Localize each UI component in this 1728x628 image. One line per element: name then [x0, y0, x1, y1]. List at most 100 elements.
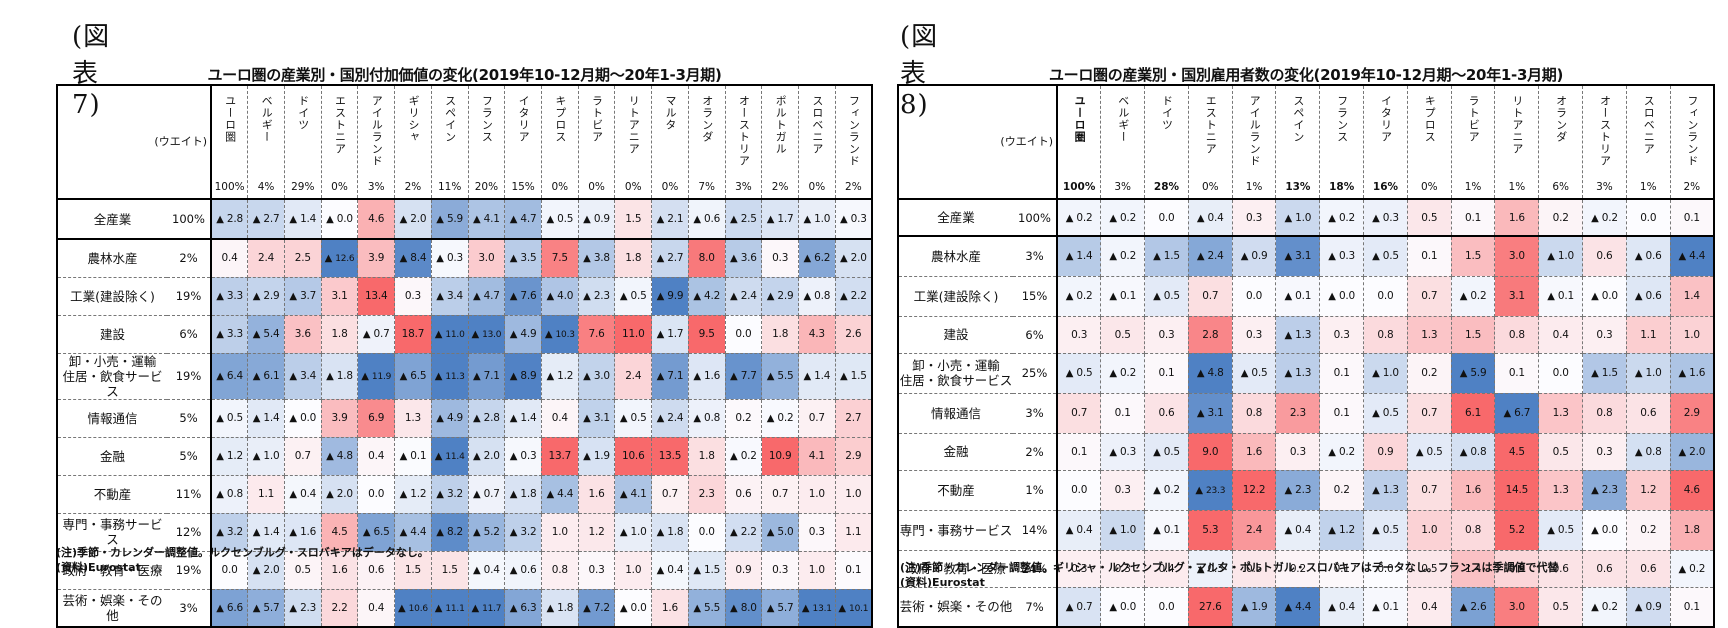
industry-label: 全産業: [898, 198, 1013, 237]
heatmap-cell: 0.9: [724, 550, 763, 590]
heatmap-cell: ▲ 0.4: [1275, 509, 1321, 551]
negative-triangle-icon: ▲: [656, 291, 665, 302]
negative-triangle-icon: ▲: [546, 371, 554, 382]
heatmap-cell: ▲ 0.2: [1582, 198, 1627, 237]
heatmap-cell: ▲ 0.2: [1582, 586, 1627, 628]
footnote: (注)季節・カレンダー調整値。ギリシャ・ルクセンブルグ・マルタ・ポルトガル・スロ…: [900, 561, 1559, 574]
heatmap-cell: 0.0: [1538, 352, 1584, 394]
negative-triangle-icon: ▲: [1372, 212, 1380, 224]
negative-triangle-icon: ▲: [1284, 251, 1293, 263]
heatmap-cell: 0.8: [1363, 315, 1408, 354]
table-row: 金融 5% ▲ 1.2 ▲ 1.0 0.7 ▲ 4.8 0.4 ▲ 0.1 ▲ 11.4 ▲ 2.…: [57, 436, 873, 476]
negative-triangle-icon: ▲: [1284, 368, 1293, 379]
industry-weight: 100%: [167, 198, 211, 240]
negative-triangle-icon: ▲: [326, 451, 334, 462]
negative-triangle-icon: ▲: [509, 602, 518, 614]
column-header-3: エストニア 0%: [320, 85, 358, 200]
heatmap-cell: 0.0: [1363, 275, 1408, 317]
employment-heatmap-table: (ウエイト) ユーロ圏 100% ベルギー 3% ドイツ 28% エストニア 0% アイルランド 1…: [897, 84, 1715, 628]
negative-triangle-icon: ▲: [730, 291, 738, 302]
source-note: (資料)Eurostat: [56, 561, 141, 574]
negative-triangle-icon: ▲: [436, 489, 444, 500]
heatmap-cell: 0.3: [1231, 315, 1277, 354]
heatmap-cell: ▲ 1.2: [210, 436, 249, 476]
heatmap-cell: ▲ 1.2: [540, 352, 579, 400]
heatmap-cell: 5.3: [1187, 509, 1233, 551]
negative-triangle-icon: ▲: [473, 527, 481, 538]
heatmap-cell: ▲ 0.0: [320, 198, 359, 240]
negative-triangle-icon: ▲: [1196, 368, 1205, 379]
negative-triangle-icon: ▲: [1591, 525, 1599, 536]
heatmap-cell: ▲ 3.4: [430, 276, 469, 316]
heatmap-cell: ▲ 13.0: [467, 314, 506, 354]
heatmap-cell: ▲ 1.2: [394, 474, 432, 514]
negative-triangle-icon: ▲: [1240, 251, 1249, 263]
heatmap-cell: 0.1: [1056, 432, 1102, 471]
negative-triangle-icon: ▲: [289, 291, 297, 302]
column-header-11: オランダ 6%: [1538, 85, 1583, 200]
industry-weight: 5%: [167, 436, 211, 475]
heatmap-cell: 0.3: [761, 238, 799, 278]
heatmap-cell: 0.7: [283, 436, 322, 476]
negative-triangle-icon: ▲: [766, 371, 775, 382]
heatmap-cell: ▲ 5.2: [467, 512, 506, 552]
heatmap-cell: 3.0: [1494, 586, 1540, 628]
negative-triangle-icon: ▲: [1153, 525, 1161, 536]
footnote: (注)季節・カレンダー調整値。ルクセンブルグ・スロバキアはデータなし。: [56, 546, 429, 559]
negative-triangle-icon: ▲: [1284, 601, 1293, 613]
heatmap-cell: ▲ 0.5: [1363, 392, 1408, 434]
negative-triangle-icon: ▲: [1547, 291, 1555, 302]
heatmap-cell: 0.6: [1144, 392, 1189, 434]
negative-triangle-icon: ▲: [289, 602, 297, 614]
industry-weight: 24%: [1013, 549, 1057, 587]
country-name: フィンランド: [847, 95, 861, 167]
heatmap-cell: ▲ 1.4: [283, 198, 322, 240]
heatmap-cell: ▲ 1.8: [651, 512, 689, 552]
negative-triangle-icon: ▲: [471, 602, 479, 614]
negative-triangle-icon: ▲: [436, 527, 444, 538]
table-row: 芸術・娯楽・その他 7% ▲ 0.7 ▲ 0.0 0.0 27.6 ▲ 1.9 ▲ 4.4 ▲ …: [898, 586, 1715, 628]
negative-triangle-icon: ▲: [1065, 368, 1074, 379]
negative-triangle-icon: ▲: [399, 527, 408, 538]
heatmap-cell: ▲ 2.4: [651, 398, 689, 438]
heatmap-cell: 13.7: [540, 436, 579, 476]
negative-triangle-icon: ▲: [1634, 368, 1643, 379]
heatmap-cell: 0.3: [1319, 315, 1365, 354]
heatmap-cell: ▲ 0.0: [1582, 275, 1627, 317]
country-weight: 6%: [1552, 181, 1569, 193]
negative-triangle-icon: ▲: [1153, 251, 1161, 263]
negative-triangle-icon: ▲: [1153, 446, 1161, 458]
negative-triangle-icon: ▲: [289, 214, 297, 225]
heatmap-cell: 0.2: [1275, 549, 1321, 588]
heatmap-cell: 1.6: [1450, 469, 1496, 511]
negative-triangle-icon: ▲: [252, 329, 261, 340]
negative-triangle-icon: ▲: [693, 565, 701, 576]
heatmap-cell: ▲ 0.2: [1100, 198, 1146, 237]
heatmap-cell: 4.5: [320, 512, 359, 552]
heatmap-cell: 4.6: [1669, 469, 1715, 511]
negative-triangle-icon: ▲: [1196, 251, 1205, 263]
heatmap-cell: 1.5: [614, 198, 653, 240]
negative-triangle-icon: ▲: [1328, 212, 1336, 224]
negative-triangle-icon: ▲: [1284, 525, 1293, 536]
negative-triangle-icon: ▲: [326, 371, 334, 382]
heatmap-cell: ▲ 9.9: [651, 276, 689, 316]
industry-label: 工業(建設除く): [898, 275, 1013, 316]
heatmap-cell: 1.5: [1450, 235, 1496, 277]
heatmap-cell: 1.0: [1406, 509, 1452, 551]
heatmap-cell: ▲ 2.2: [834, 276, 873, 316]
negative-triangle-icon: ▲: [1240, 601, 1249, 613]
heatmap-cell: ▲ 2.0: [394, 198, 432, 240]
country-name: オランダ: [1554, 95, 1568, 143]
heatmap-cell: ▲ 0.2: [1056, 198, 1102, 237]
country-weight: 2%: [1683, 181, 1701, 193]
heatmap-cell: ▲ 11.7: [467, 588, 506, 628]
heatmap-cell: ▲ 4.7: [504, 198, 542, 240]
negative-triangle-icon: ▲: [730, 371, 738, 382]
heatmap-cell: ▲ 5.7: [761, 588, 799, 628]
heatmap-cell: 3.1: [1494, 275, 1540, 317]
country-name: エストニア: [333, 95, 347, 155]
heatmap-cell: ▲ 6.1: [247, 352, 285, 400]
heatmap-cell: ▲ 0.3: [1363, 198, 1408, 237]
heatmap-cell: ▲ 2.0: [1669, 432, 1715, 471]
